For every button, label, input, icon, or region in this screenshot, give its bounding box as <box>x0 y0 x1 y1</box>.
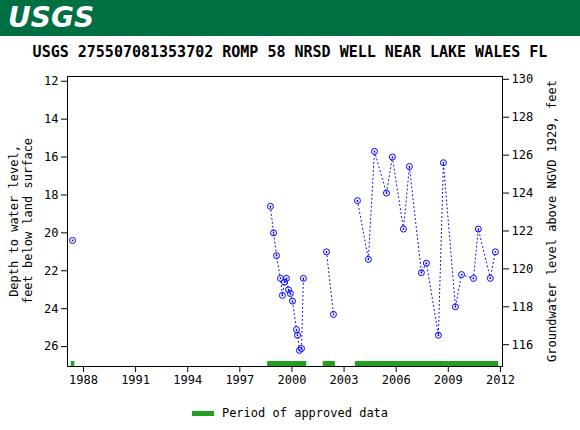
svg-text:24: 24 <box>44 302 58 316</box>
svg-text:26: 26 <box>44 339 58 353</box>
svg-text:2006: 2006 <box>382 373 411 387</box>
html-text:USGS: USGS <box>8 1 95 34</box>
svg-text:126: 126 <box>512 148 534 162</box>
svg-text:128: 128 <box>512 110 534 124</box>
svg-text:2012: 2012 <box>486 373 515 387</box>
svg-text:12: 12 <box>44 74 58 88</box>
svg-text:124: 124 <box>512 186 534 200</box>
svg-text:18: 18 <box>44 188 58 202</box>
svg-text:1994: 1994 <box>173 373 202 387</box>
svg-text:20: 20 <box>44 226 58 240</box>
svg-text:feet below land surface: feet below land surface <box>21 138 35 304</box>
svg-text:116: 116 <box>512 338 534 352</box>
svg-text:16: 16 <box>44 150 58 164</box>
svg-text:2009: 2009 <box>434 373 463 387</box>
html-text:Period of approved data: Period of approved data <box>221 406 389 420</box>
svg-text:22: 22 <box>44 264 58 278</box>
svg-text:2003: 2003 <box>330 373 359 387</box>
svg-text:118: 118 <box>512 300 534 314</box>
svg-text:Depth to water level,: Depth to water level, <box>7 145 21 297</box>
svg-text:14: 14 <box>44 112 58 126</box>
svg-text:Groundwater level above NGVD 1: Groundwater level above NGVD 1929, feet <box>545 80 559 362</box>
svg-text:1988: 1988 <box>69 373 98 387</box>
html-text:USGS 275507081353702 ROMP 58 N: USGS 275507081353702 ROMP 58 NRSD WELL N… <box>32 43 548 61</box>
svg-text:1997: 1997 <box>225 373 254 387</box>
svg-text:2000: 2000 <box>277 373 306 387</box>
svg-text:120: 120 <box>512 262 534 276</box>
svg-text:130: 130 <box>512 72 534 86</box>
svg-text:1991: 1991 <box>121 373 150 387</box>
svg-text:122: 122 <box>512 224 534 238</box>
